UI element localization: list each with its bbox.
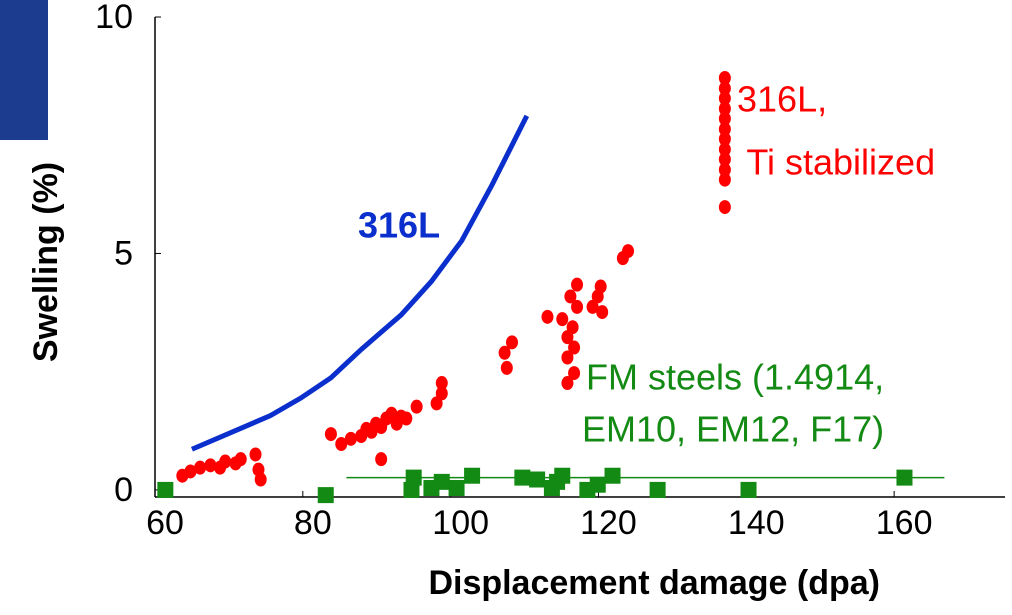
y-tick-label: 0 — [114, 471, 133, 509]
square-point — [554, 468, 570, 484]
square-point — [157, 482, 173, 498]
annotation: FM steels (1.4914, — [586, 357, 884, 398]
x-tick-label: 100 — [432, 504, 489, 542]
annotation: 316L, — [737, 79, 827, 120]
square-point — [529, 472, 545, 488]
circle-point — [595, 280, 607, 294]
square-point — [464, 468, 480, 484]
annotation: Ti stabilized — [737, 142, 935, 183]
x-tick-label: 60 — [146, 504, 184, 542]
circle-point — [235, 452, 247, 466]
circle-point — [194, 461, 206, 475]
circle-point — [411, 400, 423, 414]
circle-point — [219, 455, 231, 469]
square-point — [434, 474, 450, 490]
circle-point — [541, 310, 553, 324]
x-tick-label: 120 — [580, 504, 637, 542]
circle-point — [568, 366, 580, 380]
circle-point — [571, 300, 583, 314]
circle-point — [571, 278, 583, 292]
x-tick-label: 160 — [876, 504, 933, 542]
square-point — [590, 477, 606, 493]
circle-point — [400, 411, 412, 425]
square-point — [605, 468, 621, 484]
circle-point — [568, 341, 580, 355]
circle-point — [506, 335, 518, 349]
chart: Displacement damage (dpa) Swelling (%) 0… — [0, 0, 1012, 615]
square-point — [650, 482, 666, 498]
circle-point — [255, 473, 267, 487]
x-tick-label: 140 — [728, 504, 785, 542]
x-tick-label: 80 — [294, 504, 332, 542]
series-line — [192, 116, 527, 449]
square-point — [318, 487, 334, 503]
circle-point — [345, 432, 357, 446]
circle-point — [719, 173, 731, 187]
circle-point — [556, 312, 568, 326]
x-axis-title: Displacement damage (dpa) — [428, 564, 880, 602]
circle-point — [596, 305, 608, 319]
y-axis-title: Swelling (%) — [27, 162, 65, 362]
circle-point — [567, 320, 579, 334]
circle-point — [325, 427, 337, 441]
annotation: EM10, EM12, F17) — [582, 409, 884, 450]
square-point — [449, 480, 465, 496]
circle-point — [375, 452, 387, 466]
circle-point — [501, 361, 513, 375]
y-tick-label: 5 — [114, 234, 133, 272]
circle-point — [436, 386, 448, 400]
annotation: 316L — [358, 205, 440, 246]
y-tick-label: 10 — [95, 0, 133, 36]
square-point — [741, 482, 757, 498]
photo-fragment — [0, 0, 48, 140]
circle-point — [719, 200, 731, 214]
circle-point — [622, 244, 634, 258]
circle-point — [250, 447, 262, 461]
